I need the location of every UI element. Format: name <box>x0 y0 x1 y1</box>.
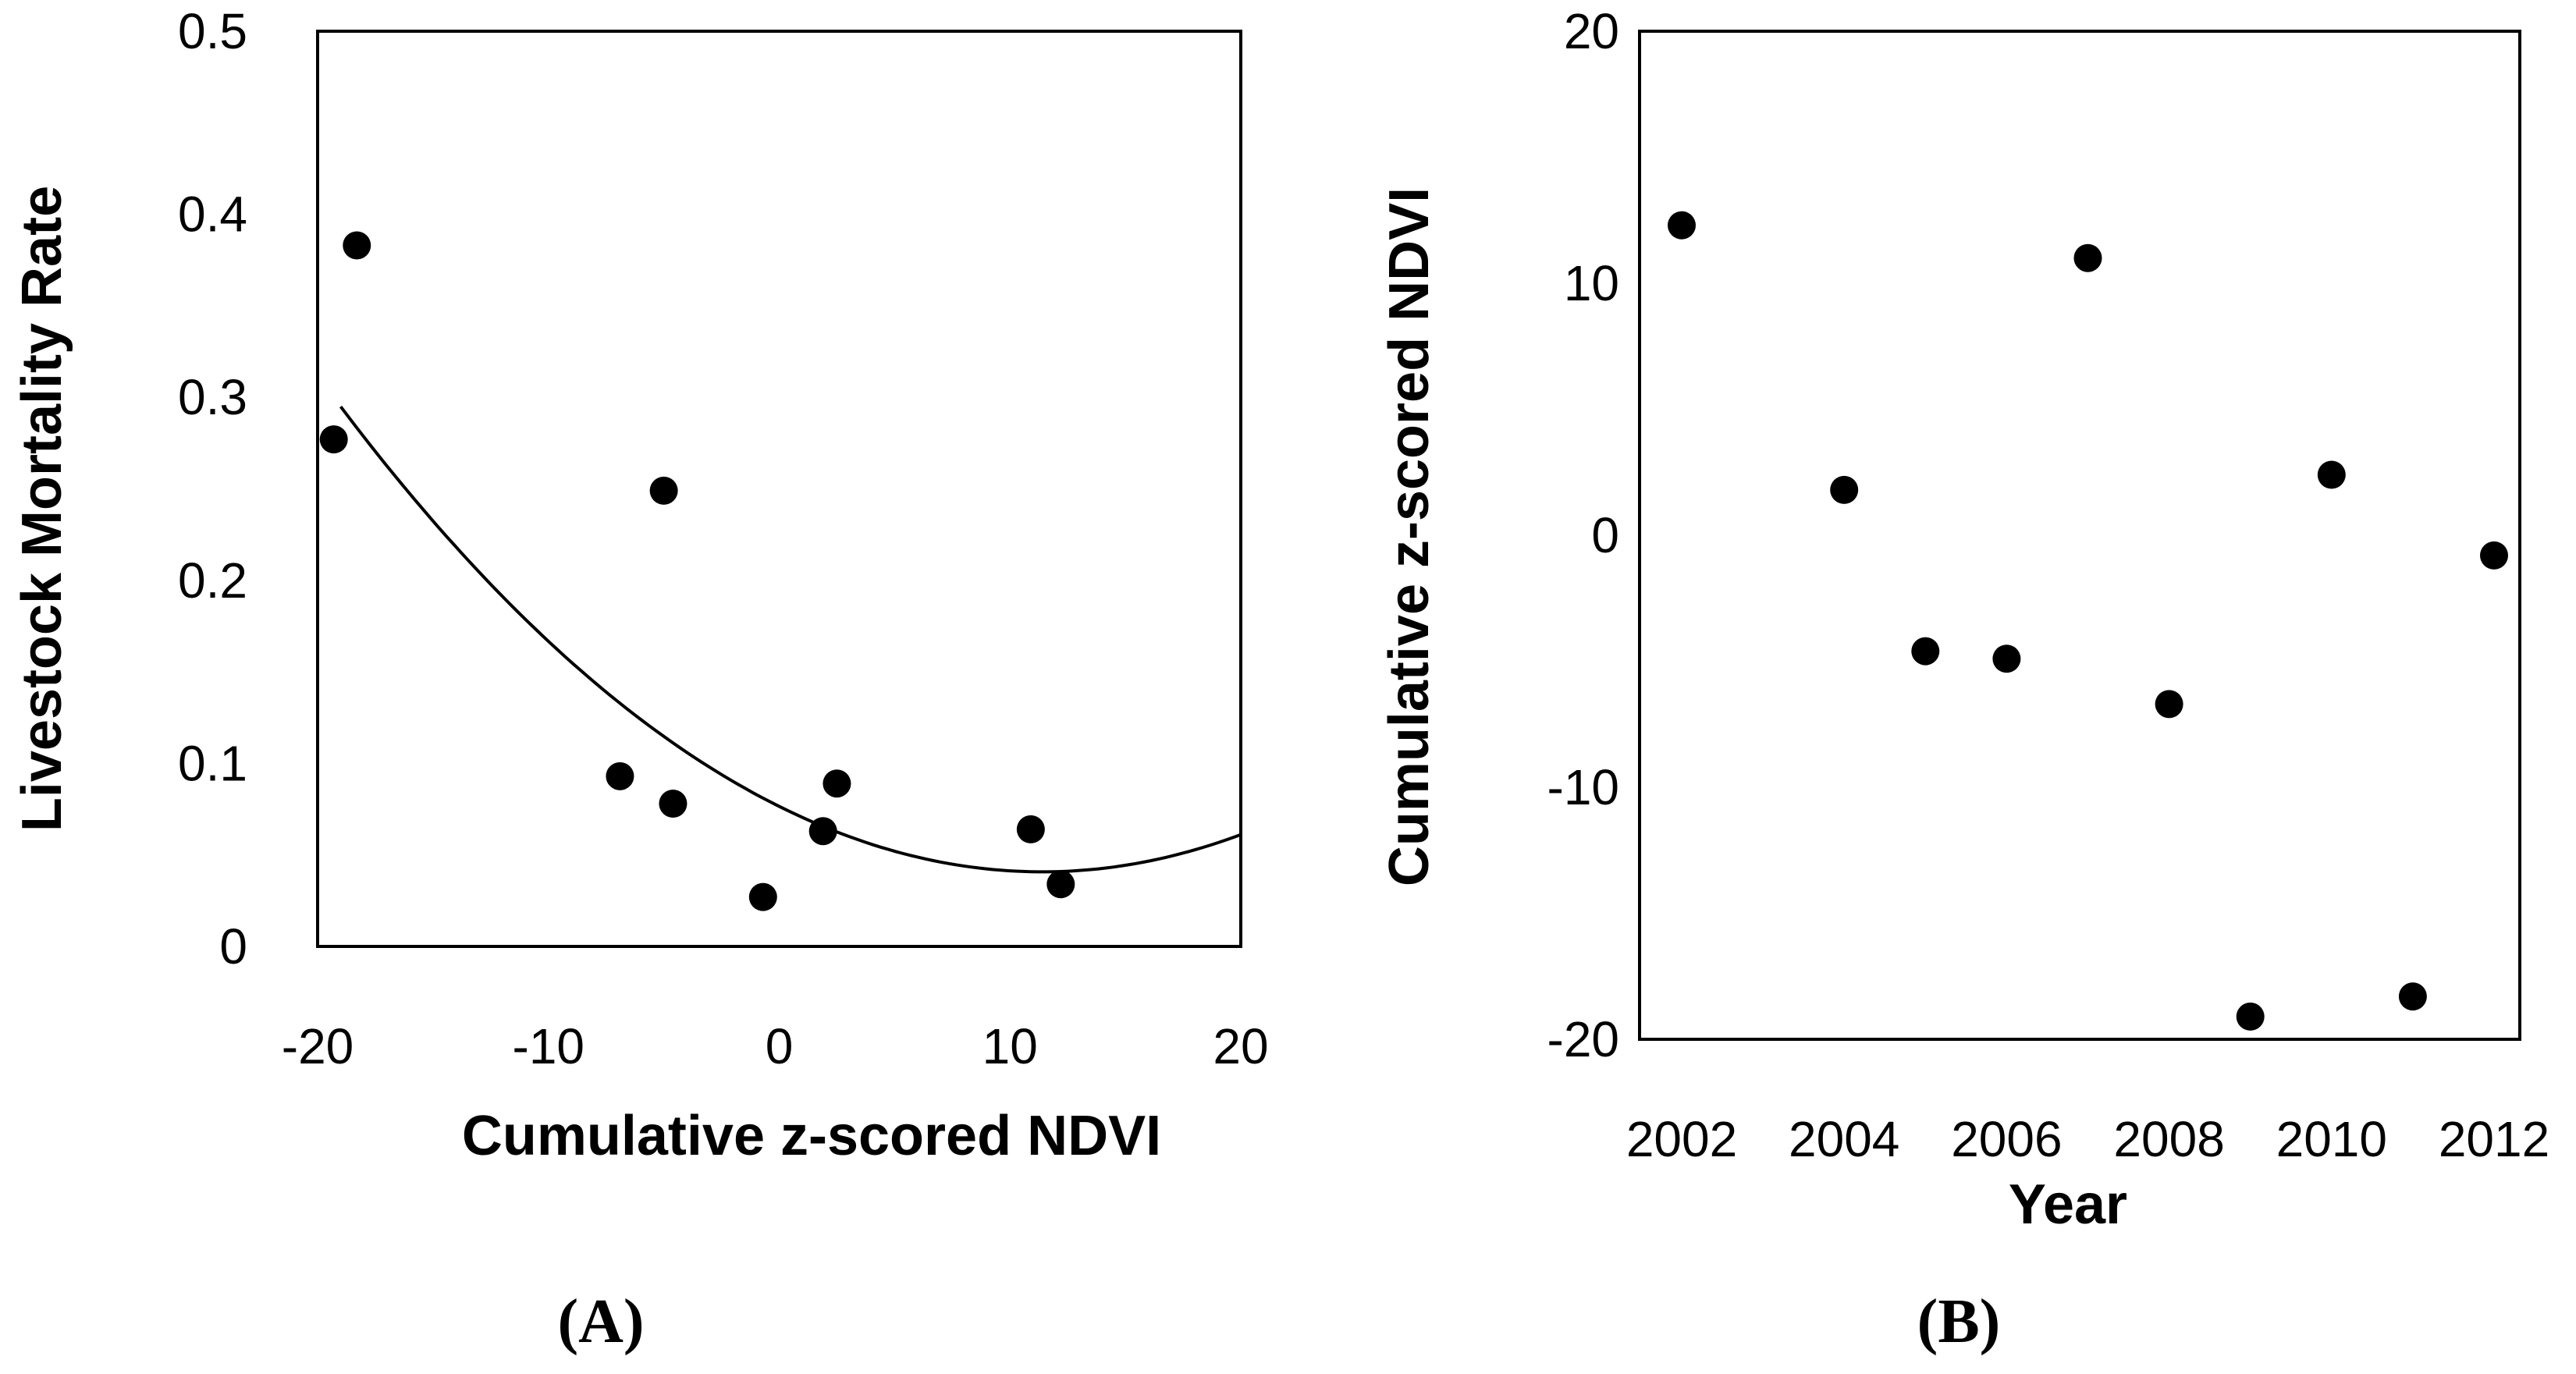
panel-a-data-point <box>1046 870 1075 899</box>
panel-b-y-tick-labels: -20 -10 0 10 20 <box>1547 3 1620 1067</box>
panel-a-data-point <box>823 769 851 798</box>
panel-b-x-tick-label: 2006 <box>1951 1111 2062 1167</box>
panel-a-x-tick-labels: -20 -10 0 10 20 <box>282 1018 1269 1074</box>
panel-a-data-point <box>1016 815 1045 843</box>
panel-b-data-point <box>2073 243 2102 272</box>
panel-a-data-point <box>343 231 371 260</box>
panel-b-x-tick-label: 2012 <box>2439 1111 2549 1167</box>
panel-b-data-point <box>2480 541 2508 570</box>
panel-b-points <box>1668 211 2508 1031</box>
panel-a-points <box>319 231 1075 911</box>
panel-b-y-tick-label: -20 <box>1547 1011 1620 1067</box>
panel-a-y-tick-label: 0.4 <box>178 186 247 243</box>
panel-a-chart: 0 0.1 0.2 0.3 0.4 0.5 -20 -10 0 10 20 Cumulative … <box>11 3 1269 1356</box>
panel-b-y-tick-label: 0 <box>1591 507 1619 563</box>
panel-b-data-point <box>2236 1002 2265 1031</box>
panel-b-x-tick-label: 2002 <box>1626 1111 1737 1167</box>
panel-a-y-tick-label: 0.3 <box>178 369 247 425</box>
panel-b-data-point <box>1830 475 1859 504</box>
panel-a-y-tick-label: 0.5 <box>178 3 247 59</box>
panel-a-data-point <box>606 762 634 790</box>
panel-a-x-tick-label: 0 <box>766 1018 794 1074</box>
panel-b-plot-area <box>1638 30 2521 1041</box>
panel-b-data-point <box>1992 644 2021 673</box>
panel-a-y-tick-label: 0.2 <box>178 552 247 609</box>
panel-b-data-point <box>1668 211 1696 240</box>
panel-a-label: (A) <box>557 1287 644 1356</box>
panel-b-data-point <box>2398 982 2427 1011</box>
panel-a-x-axis-title: Cumulative z-scored NDVI <box>462 1105 1161 1167</box>
panel-b-data-point <box>2155 690 2183 719</box>
panel-b-data-point <box>1911 637 1940 666</box>
panel-a-y-tick-label: 0.1 <box>178 735 247 791</box>
panel-b-y-axis-title: Cumulative z-scored NDVI <box>1378 187 1441 886</box>
panel-a-y-axis-title: Livestock Mortality Rate <box>11 186 73 832</box>
panel-a-data-point <box>319 425 348 454</box>
panel-a-x-tick-label: -10 <box>513 1018 585 1074</box>
panel-a-y-tick-labels: 0 0.1 0.2 0.3 0.4 0.5 <box>178 3 247 975</box>
panel-b-data-point <box>2317 460 2346 489</box>
panel-b-x-tick-label: 2010 <box>2276 1111 2387 1167</box>
panel-a-data-point <box>808 817 837 846</box>
panel-a-data-point <box>659 790 688 818</box>
panel-a-data-point <box>649 476 678 505</box>
panel-a-x-tick-label: 20 <box>1213 1018 1268 1074</box>
panel-b-label: (B) <box>1917 1287 2001 1356</box>
panel-b-y-tick-label: 10 <box>1564 255 1619 311</box>
panel-a-plot-area <box>316 30 1242 948</box>
panel-a-x-tick-label: 10 <box>982 1018 1038 1074</box>
panel-a-x-tick-label: -20 <box>282 1018 354 1074</box>
panel-a-data-point <box>748 882 777 911</box>
panel-b-x-tick-label: 2008 <box>2113 1111 2224 1167</box>
panel-a-trendline <box>339 405 1242 874</box>
panel-b-y-tick-label: -10 <box>1547 759 1620 815</box>
panel-b-x-tick-labels: 2002 2004 2006 2008 2010 2012 <box>1626 1111 2549 1167</box>
panel-b-y-tick-label: 20 <box>1564 3 1619 59</box>
panel-b-chart: -20 -10 0 10 20 2002 2004 2006 2008 2010 2012 Yea… <box>1378 3 2549 1356</box>
panel-b-x-tick-label: 2004 <box>1789 1111 1899 1167</box>
panel-a-y-tick-label: 0 <box>219 918 247 975</box>
panel-b-x-axis-title: Year <box>2009 1173 2127 1236</box>
